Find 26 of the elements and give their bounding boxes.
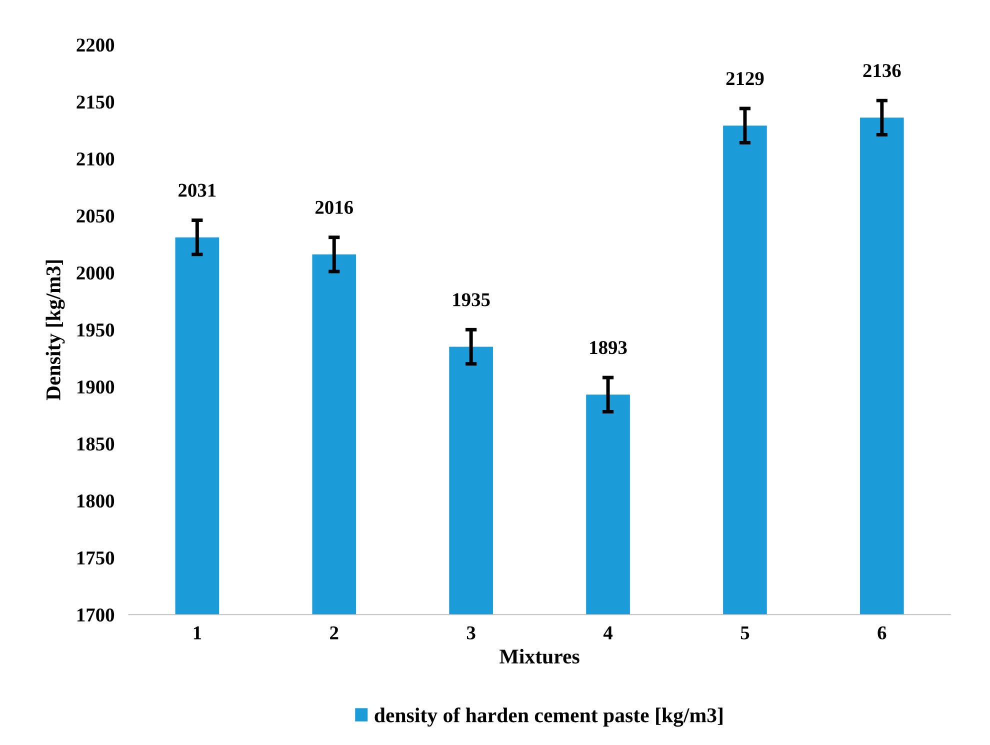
y-tick-label: 1800 (77, 494, 114, 508)
data-label: 2136 (863, 64, 901, 78)
y-axis-title: Density [kg/m3] (46, 260, 65, 400)
y-tick-label: 1700 (77, 608, 114, 622)
x-axis-title: Mixtures (500, 648, 580, 664)
y-tick-label: 2200 (76, 38, 114, 52)
y-tick-label: 2000 (76, 266, 114, 280)
data-label: 2031 (178, 184, 216, 197)
y-tick-label: 1900 (77, 380, 114, 394)
data-label: 2016 (316, 200, 353, 214)
x-tick-label: 1 (194, 626, 202, 640)
x-tick-label: 4 (603, 626, 613, 640)
y-tick-label: 1750 (77, 551, 114, 565)
legend-label: density of harden cement paste [kg/m3] (374, 707, 722, 727)
data-label: 1935 (453, 293, 490, 306)
y-tick-label: 2150 (76, 96, 114, 109)
x-tick-label: 2 (330, 626, 338, 640)
data-label: 1893 (590, 341, 627, 354)
x-tick-label: 3 (466, 626, 476, 640)
y-tick-label: 2050 (76, 209, 114, 223)
y-tick-label: 1850 (77, 437, 114, 451)
y-tick-label: 1950 (77, 323, 114, 337)
data-label: 2129 (726, 72, 764, 86)
y-tick-label: 2100 (76, 152, 114, 166)
x-tick-label: 6 (878, 626, 886, 640)
x-tick-label: 5 (740, 626, 750, 640)
